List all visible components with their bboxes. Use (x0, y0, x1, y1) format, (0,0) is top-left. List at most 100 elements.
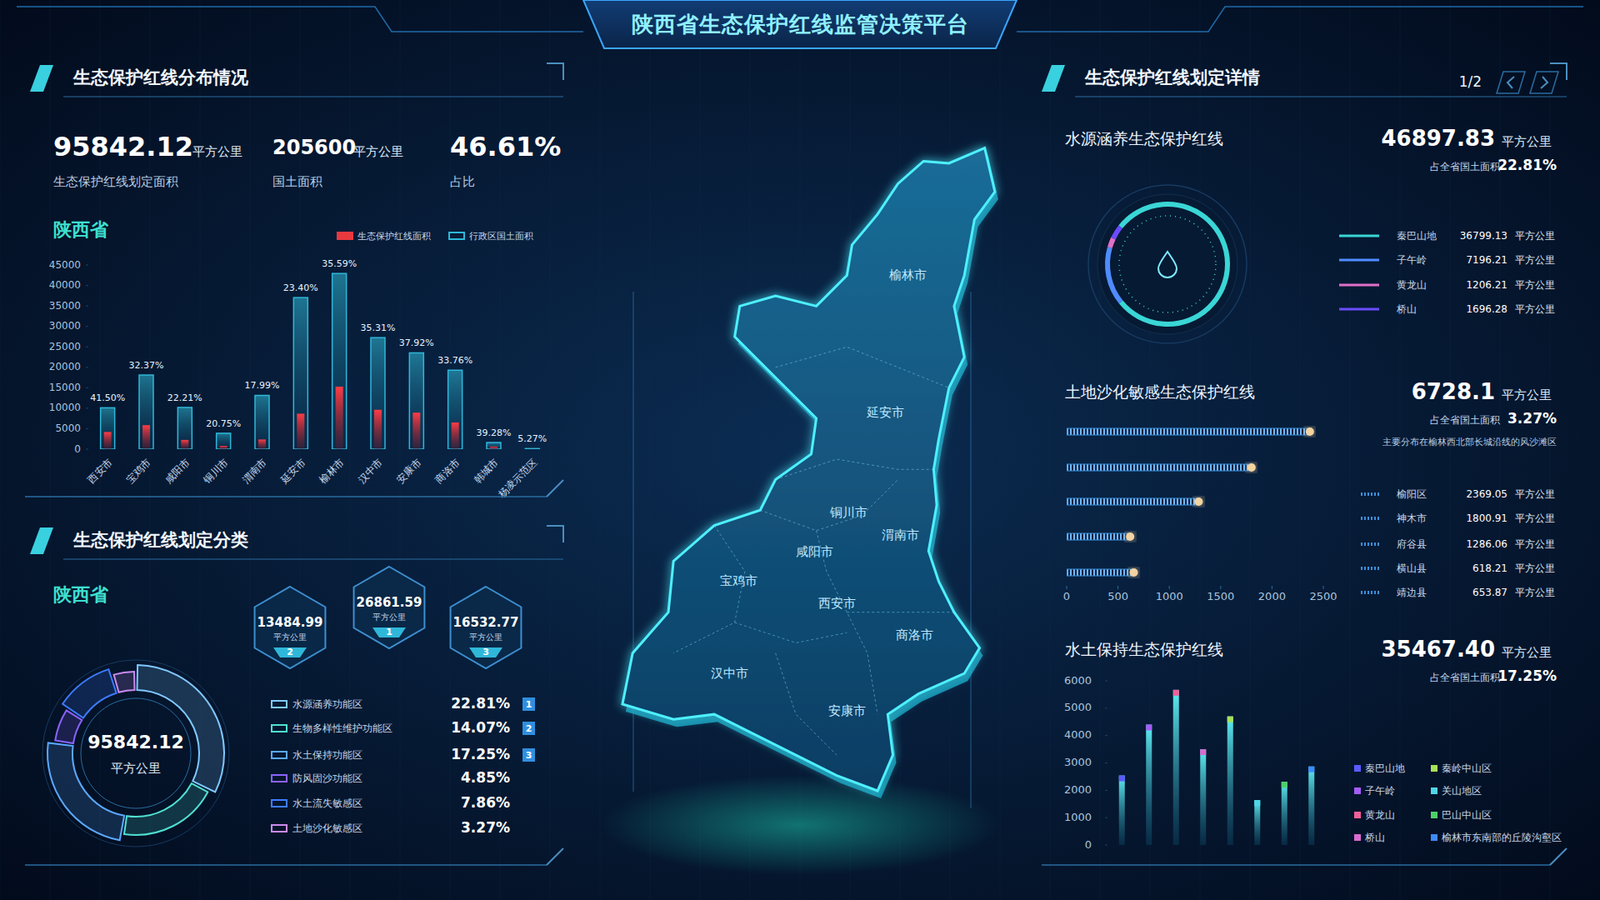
y-tick (1105, 790, 1108, 791)
bars (1119, 690, 1315, 845)
map-label: 咸阳市 (795, 544, 834, 560)
badge-label: 3 (525, 750, 533, 761)
item-value: 618.21 (1472, 562, 1508, 575)
legend-label: 行政区国土面积 (469, 230, 534, 242)
item-value: 1286.06 (1465, 538, 1508, 550)
badge-label: 2 (525, 723, 533, 735)
bg-grid (750, 0, 751, 900)
hbar-end (1305, 427, 1315, 436)
x-tick-label: 渭南市 (240, 456, 270, 486)
legend-dots (1360, 542, 1381, 546)
x-tick (1323, 585, 1325, 590)
corner-bracket (1550, 848, 1567, 865)
heading-icon (1041, 65, 1065, 92)
rank-number: 1 (385, 626, 393, 638)
y-tick (85, 366, 89, 368)
prev-button[interactable] (1496, 71, 1525, 94)
x-tick (1066, 585, 1068, 590)
hbar (1066, 533, 1130, 540)
section-unit: 平方公里 (1501, 387, 1552, 403)
rank-number: 3 (482, 646, 490, 658)
bar (1119, 775, 1125, 845)
legend-dots (1360, 516, 1381, 520)
y-tick-label: 3000 (1064, 755, 1092, 769)
bg-grid (350, 0, 351, 900)
x-tick (1117, 585, 1119, 590)
bg-grid (1000, 0, 1001, 900)
badge-label: 1 (525, 699, 533, 710)
item-value: 1800.91 (1465, 512, 1508, 525)
ratio-label: 32.37% (129, 360, 165, 371)
tech-frame (970, 291, 972, 809)
background (0, 0, 1600, 900)
water-drop-icon (1158, 251, 1177, 278)
item-name: 榆阳区 (1396, 488, 1427, 500)
legend-swatch (449, 232, 465, 240)
land-bar (409, 352, 424, 450)
y-tick-label: 1000 (1064, 810, 1092, 824)
x-tick-label: 商洛市 (432, 456, 462, 486)
donut-slice (114, 671, 135, 693)
redline-bar (451, 422, 460, 450)
dashboard: 陕西省生态保护红线监管决策平台生态保护红线分布情况95842.12平方公里生态保… (0, 0, 1600, 900)
ratio-label: 17.99% (245, 380, 280, 391)
ratio-label: 22.21% (167, 392, 203, 404)
gauge-arc (1107, 247, 1121, 302)
legend-label: 黄龙山 (1365, 809, 1395, 821)
y-tick-label: 5000 (1064, 700, 1092, 714)
legend-label: 水源涵养功能区 (292, 698, 363, 710)
bar-cap (1200, 749, 1206, 755)
ratio-label: 33.76% (437, 355, 473, 366)
redline-bar (180, 440, 189, 450)
next-button[interactable] (1530, 71, 1559, 94)
hbar (1066, 428, 1310, 435)
share-value: 17.25% (1497, 667, 1557, 685)
land-bar (486, 442, 501, 450)
map-boundary (846, 611, 955, 613)
legend-value: 17.25% (450, 745, 510, 763)
y-tick-label: 15000 (49, 381, 81, 394)
badge (522, 721, 535, 735)
hbar-end (1247, 463, 1256, 472)
hbar-end (1194, 497, 1203, 506)
legend-line (1339, 235, 1380, 238)
item-name: 桥山 (1395, 303, 1417, 315)
x-tick-label: 1500 (1206, 590, 1235, 603)
hbar (1066, 464, 1252, 471)
x-tick-label: 宝鸡市 (124, 456, 154, 486)
bar-cap (1281, 781, 1288, 788)
gauge-arc (1113, 226, 1121, 239)
map-boundary (735, 622, 848, 643)
corner-bracket (546, 848, 564, 865)
legend-value: 14.07% (450, 719, 510, 736)
redline-bar (490, 446, 498, 450)
hbar (1066, 569, 1135, 576)
bar-cap (1227, 716, 1234, 723)
legend-line (1339, 308, 1380, 311)
ratio-label: 37.92% (399, 337, 435, 349)
rank-value: 16532.77 (453, 615, 520, 630)
y-tick (1105, 735, 1108, 736)
chevron (1507, 76, 1515, 89)
x-tick-label: 咸阳市 (162, 456, 192, 486)
map-boundary (760, 480, 898, 531)
bg-grid (700, 0, 701, 900)
item-unit: 平方公里 (1515, 230, 1555, 242)
legend-swatch (271, 751, 287, 759)
item-name: 靖边县 (1396, 586, 1427, 599)
ratio-label: 5.27% (517, 433, 547, 445)
x-tick-label: 榆林市 (316, 456, 346, 486)
item-name: 横山县 (1396, 562, 1427, 575)
gauge-arc (1110, 238, 1114, 248)
section-value: 6728.1 (1411, 379, 1495, 405)
bg-grid (300, 0, 301, 900)
x-tick-label: 汉中市 (355, 456, 385, 486)
corner-bracket (546, 63, 564, 80)
y-tick (85, 265, 89, 266)
donut-slice (124, 783, 208, 835)
map-label: 铜川市 (829, 505, 868, 520)
panel-bottom (25, 864, 547, 866)
donut-center-value: 95842.12 (87, 731, 185, 753)
bg-grid (0, 0, 1, 900)
y-tick (85, 428, 89, 430)
